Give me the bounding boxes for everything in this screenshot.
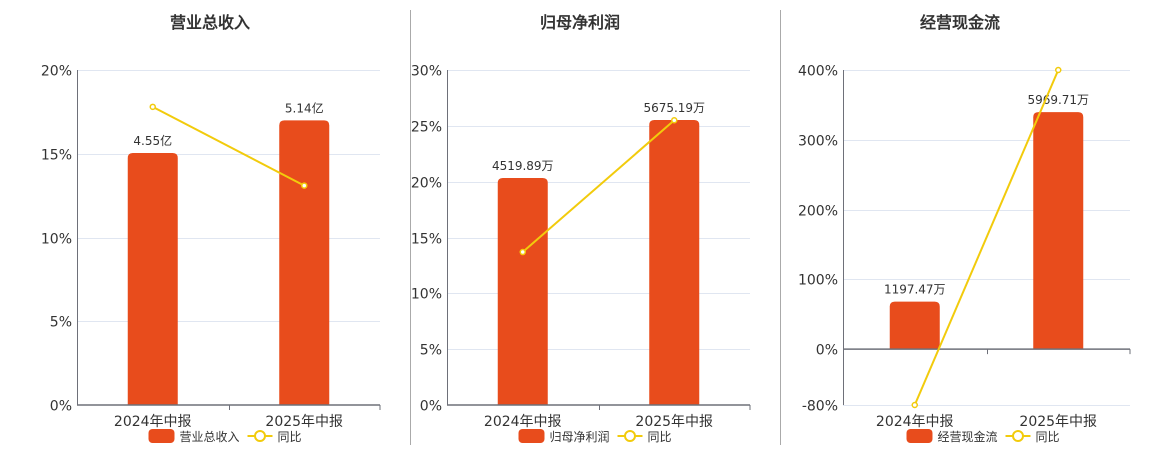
y-tick-label: 0% [420,399,442,415]
y-tick-label: 10% [411,287,442,303]
yoy-line [522,119,675,253]
y-tick-label: 100% [798,273,838,289]
yoy-line [913,69,1060,406]
bar[interactable] [889,301,940,350]
legend-line-marker-icon[interactable] [254,430,266,442]
yoy-point[interactable] [519,248,526,256]
yoy-point[interactable] [911,401,918,409]
legend-bar-label[interactable]: 归母净利润 [550,430,610,444]
x-tick-label: 2025年中报 [635,414,713,430]
y-tick-label: 30% [411,64,442,80]
y-tick-label: 0% [816,343,838,359]
x-tick-label: 2024年中报 [484,414,562,430]
yoy-point[interactable] [1055,66,1062,74]
bar[interactable] [497,177,548,405]
y-tick-label: 25% [411,120,442,136]
chart-title: 营业总收入 [170,13,250,32]
bar-data-label: 5675.19万 [643,101,705,115]
y-tick-label: 5% [50,315,72,331]
y-tick-label: 15% [41,148,72,164]
bar[interactable] [649,119,700,405]
x-tick-label: 2025年中报 [265,414,343,430]
legend-line-marker-icon[interactable] [624,430,636,442]
legend-bar-label[interactable]: 经营现金流 [938,429,998,444]
bar[interactable] [127,153,178,405]
chart-title: 归母净利润 [540,13,620,32]
bar[interactable] [1033,112,1084,350]
yoy-point[interactable] [301,182,308,189]
legend-bar-swatch[interactable] [148,429,175,443]
y-tick-label: 200% [798,204,838,220]
chart-panel-0: 营业总收入 0% 5% 10% 15% 20% 4.55亿 2024年中报 5.14亿 2025年… [41,13,381,444]
bar-data-label: 5969.71万 [1027,93,1089,107]
y-tick-label: -80% [802,399,838,415]
y-tick-label: 300% [798,134,838,150]
y-tick-label: 5% [420,343,442,359]
chart-title: 经营现金流 [920,13,1000,32]
bar-data-label: 4519.89万 [492,159,554,173]
legend-bar-label[interactable]: 营业总收入 [180,430,240,444]
legend-line-marker-icon[interactable] [1012,430,1024,442]
legend-bar-swatch[interactable] [518,429,545,443]
x-tick-label: 2024年中报 [876,414,954,430]
y-tick-label: 15% [411,232,442,248]
y-tick-label: 20% [411,176,442,192]
legend-line-label[interactable]: 同比 [1036,430,1060,444]
bar-data-label: 1197.47万 [884,283,946,297]
legend-line-label[interactable]: 同比 [648,430,672,444]
y-tick-label: 20% [41,64,72,80]
chart-panel-2: 经营现金流 -80% 0% 100% 200% 300% 400% 1197.47万 2024年… [798,13,1131,444]
yoy-point[interactable] [671,117,678,124]
x-tick-label: 2025年中报 [1019,414,1097,430]
chart-panel-1: 归母净利润 0% 5% 10% 15% 20% 25% 30% 4519.89万 2024年中报 5… [411,13,751,444]
yoy-point[interactable] [149,103,156,111]
legend-bar-swatch[interactable] [906,429,933,443]
legend-line-label[interactable]: 同比 [278,430,302,444]
y-tick-label: 10% [41,232,72,248]
y-tick-label: 400% [798,64,838,80]
bar-data-label: 4.55亿 [133,133,172,148]
bar[interactable] [279,120,330,405]
bar-data-label: 5.14亿 [285,100,324,115]
x-tick-label: 2024年中报 [114,414,192,430]
y-tick-label: 0% [50,399,72,415]
yoy-line [152,105,305,187]
